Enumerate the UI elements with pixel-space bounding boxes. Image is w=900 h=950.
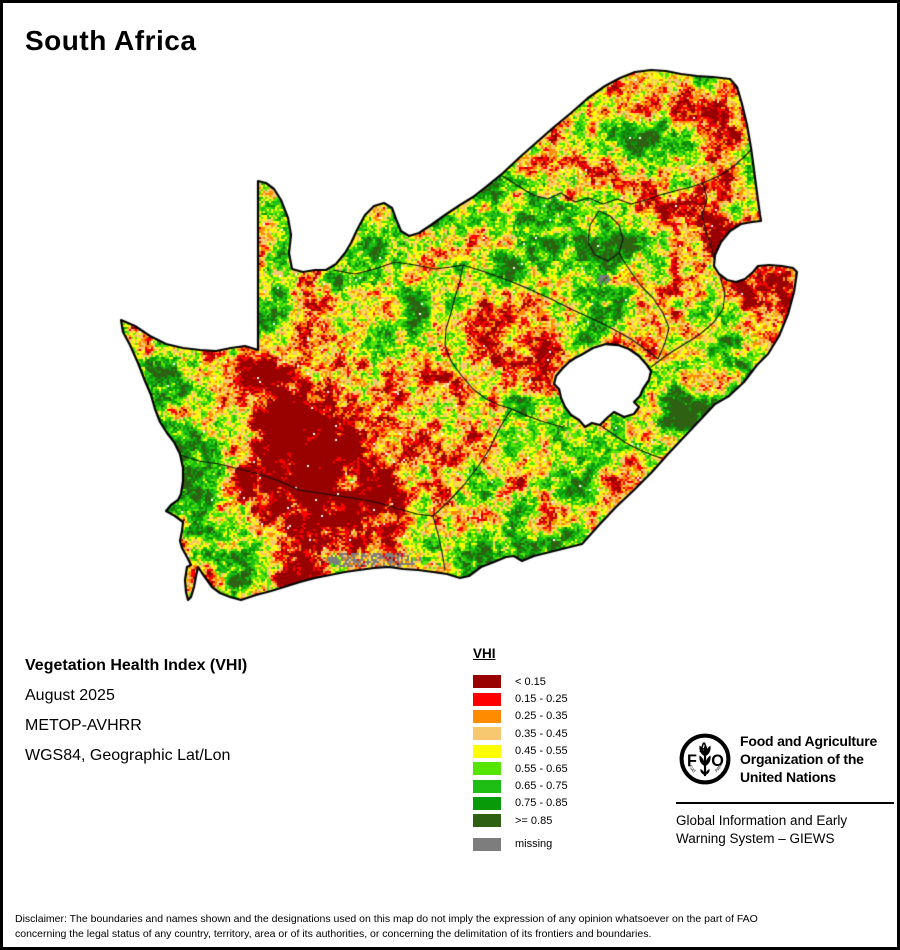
fao-org-name-line: Food and Agriculture <box>740 733 878 749</box>
legend-label: 0.35 - 0.45 <box>515 727 568 740</box>
disclaimer-text: Disclaimer: The boundaries and names sho… <box>15 912 893 941</box>
giews-label-line: Warning System – GIEWS <box>676 831 835 846</box>
fao-divider <box>676 802 894 804</box>
legend-label: missing <box>515 838 553 851</box>
legend-label: 0.75 - 0.85 <box>515 797 568 810</box>
legend-swatch <box>473 796 501 810</box>
product-name: Vegetation Health Index (VHI) <box>25 657 248 674</box>
wheat-leaf <box>705 745 711 757</box>
legend-item: 0.45 - 0.55 <box>473 743 568 760</box>
giews-label: Global Information and Early Warning Sys… <box>676 812 847 848</box>
sensor-name: METOP-AVHRR <box>25 717 142 734</box>
legend-label: < 0.15 <box>515 675 546 688</box>
legend-item: 0.35 - 0.45 <box>473 725 568 742</box>
legend: VHI < 0.15 0.15 - 0.25 0.25 - 0.35 0.35 … <box>473 646 568 853</box>
legend-item: >= 0.85 <box>473 812 568 829</box>
legend-swatch <box>473 744 501 758</box>
legend-swatch <box>473 709 501 723</box>
legend-label: 0.25 - 0.35 <box>515 710 568 723</box>
wheat-leaf <box>705 768 710 776</box>
fao-org-name-line: United Nations <box>740 769 836 786</box>
wheat-leaf <box>700 768 705 776</box>
fao-org-name: Food and Agriculture Organization of the… <box>740 732 877 787</box>
legend-swatch <box>473 837 501 851</box>
fao-logo-letter-f: F <box>687 752 697 770</box>
legend-item-missing: missing <box>473 836 568 853</box>
legend-label: 0.15 - 0.25 <box>515 693 568 706</box>
legend-item: 0.25 - 0.35 <box>473 708 568 725</box>
fao-logo-letter-o: O <box>711 752 724 770</box>
projection-info: WGS84, Geographic Lat/Lon <box>25 747 231 764</box>
legend-label: 0.55 - 0.65 <box>515 762 568 775</box>
legend-label: 0.65 - 0.75 <box>515 780 568 793</box>
legend-swatch <box>473 779 501 793</box>
wheat-leaf <box>705 755 711 767</box>
legend-item: 0.55 - 0.65 <box>473 760 568 777</box>
legend-item: 0.65 - 0.75 <box>473 777 568 794</box>
disclaimer-line: Disclaimer: The boundaries and names sho… <box>15 913 758 925</box>
legend-item: < 0.15 <box>473 673 568 690</box>
legend-item: 0.75 - 0.85 <box>473 795 568 812</box>
legend-label: >= 0.85 <box>515 814 553 827</box>
vhi-map-canvas <box>3 3 897 663</box>
fao-logo-icon: F A O FIAT PANIS <box>678 732 731 785</box>
disclaimer-line: concerning the legal status of any count… <box>15 927 652 940</box>
giews-label-line: Global Information and Early <box>676 813 848 828</box>
wheat-leaf <box>699 745 705 757</box>
legend-label: 0.45 - 0.55 <box>515 745 568 758</box>
fao-org-name-line: Organization of the <box>740 751 864 768</box>
legend-swatch <box>473 675 501 689</box>
page-title: South Africa <box>25 25 197 56</box>
legend-item: 0.15 - 0.25 <box>473 690 568 707</box>
wheat-leaf <box>699 755 705 767</box>
legend-title: VHI <box>473 646 496 661</box>
legend-swatch <box>473 692 501 706</box>
legend-swatch <box>473 727 501 741</box>
map-date: August 2025 <box>25 687 115 704</box>
legend-swatch <box>473 762 501 776</box>
legend-swatch <box>473 814 501 828</box>
